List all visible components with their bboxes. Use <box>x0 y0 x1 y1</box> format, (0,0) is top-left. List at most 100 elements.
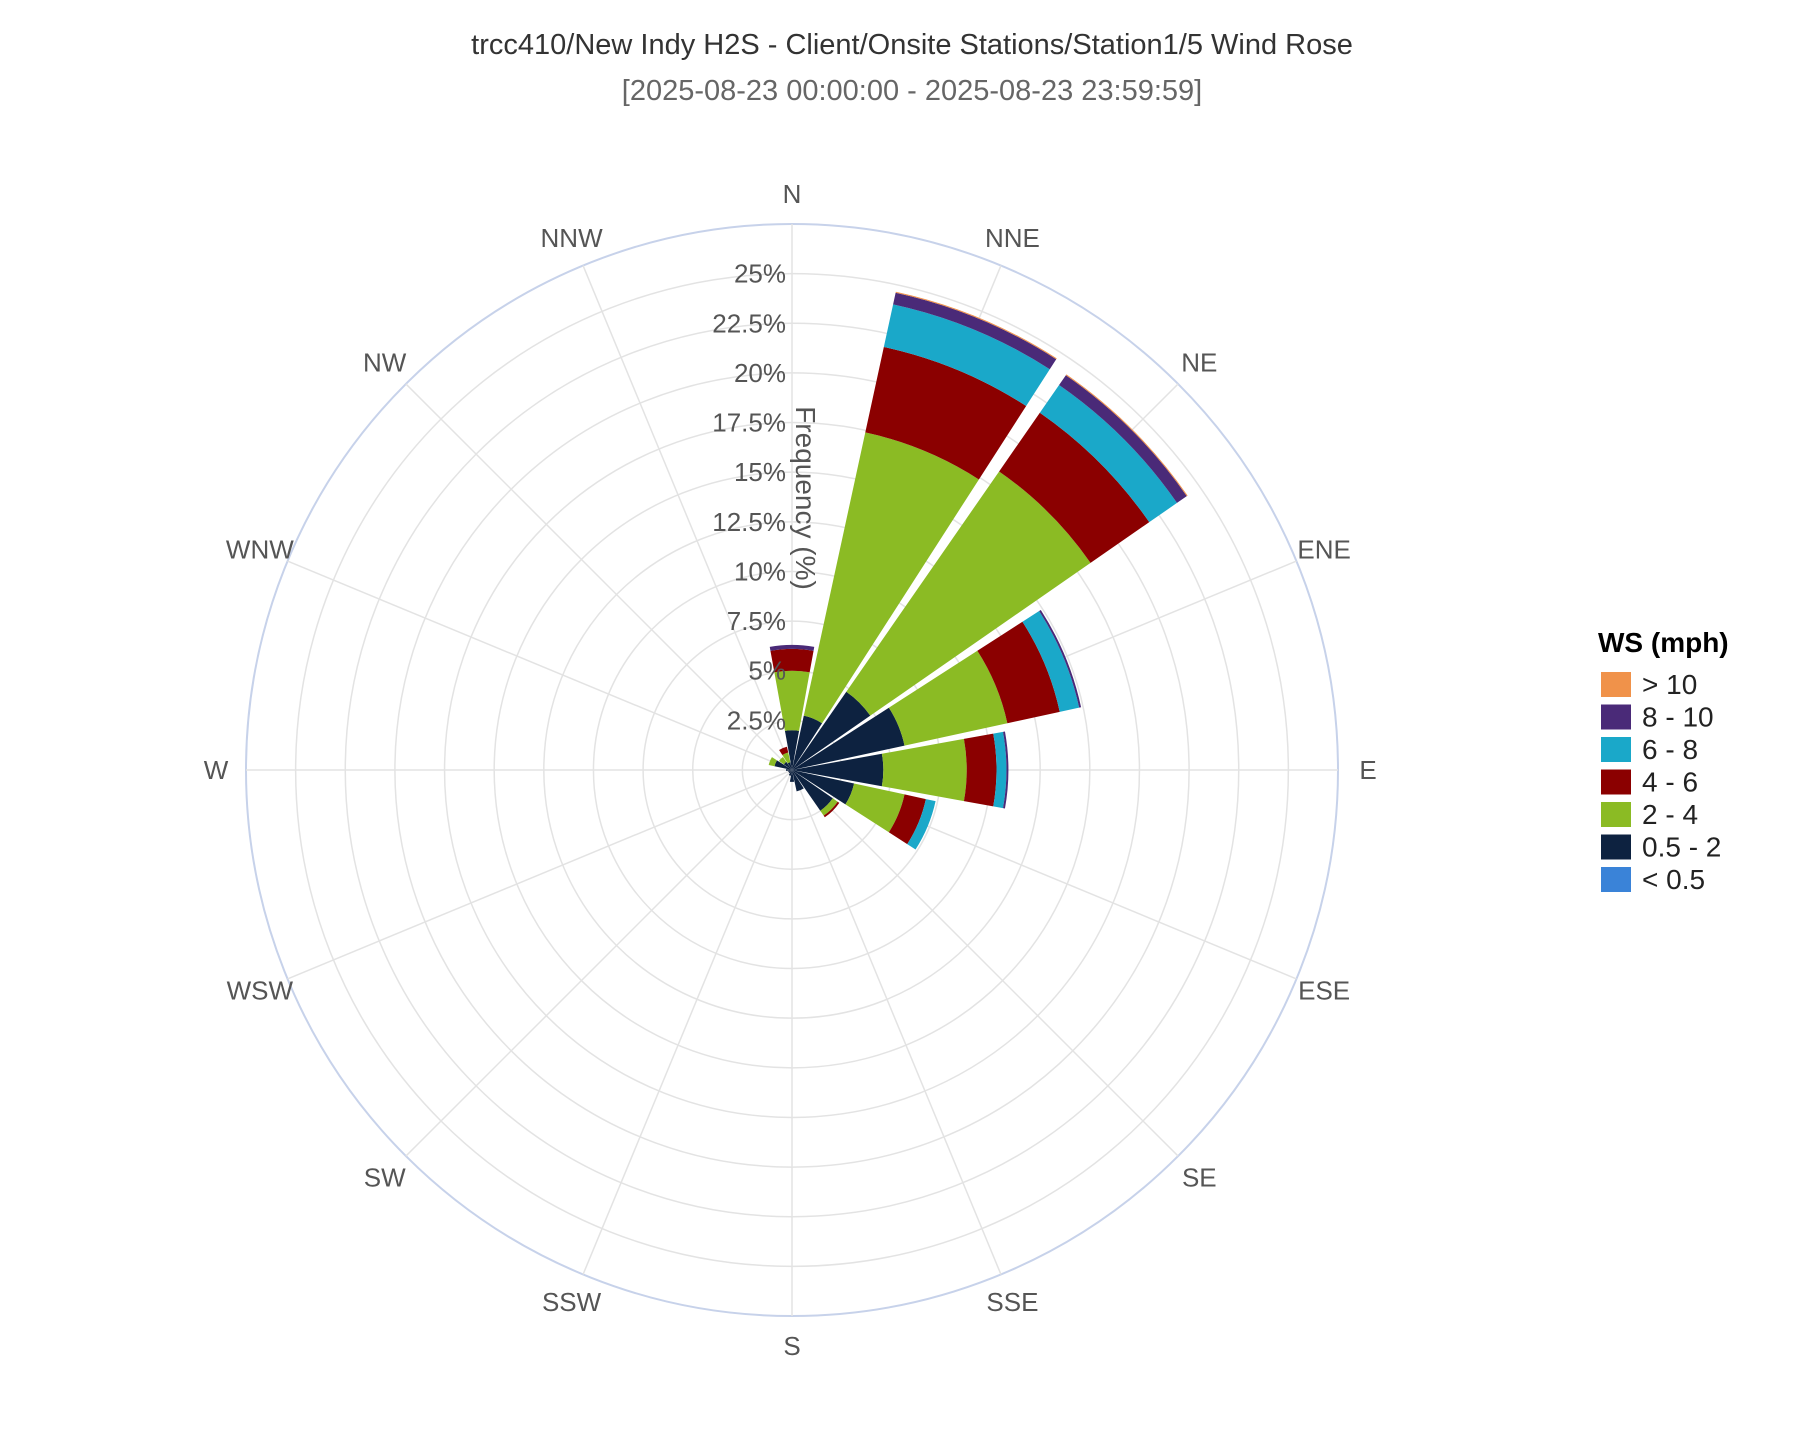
bar-wnw-2-4 <box>768 757 777 767</box>
legend-label-0-5-2: 0.5 - 2 <box>1642 832 1721 863</box>
legend-swatch-0-5 <box>1601 867 1631 892</box>
legend-title: WS (mph) <box>1598 627 1729 658</box>
bar-e-8-10 <box>1003 731 1009 809</box>
direction-label-se: SE <box>1182 1162 1217 1192</box>
bar-ne-6-8 <box>1039 385 1177 523</box>
grid-spoke-wnw <box>287 560 793 771</box>
radial-tick-label: 7.5% <box>727 606 786 636</box>
bar-nne-2-4 <box>803 432 979 724</box>
direction-label-nne: NNE <box>985 223 1040 253</box>
bar-ene-2-4 <box>888 650 1008 746</box>
legend-label-10: > 10 <box>1642 669 1697 700</box>
chart-title: trcc410/New Indy H2S - Client/Onsite Sta… <box>471 29 1353 61</box>
bar-ene-4-6 <box>977 621 1060 724</box>
radial-tick-label: 15% <box>734 457 786 487</box>
direction-label-ene: ENE <box>1297 535 1350 565</box>
bar-se-0-5-2 <box>792 770 833 811</box>
bar-s-0-5-2 <box>789 770 795 782</box>
legend-label-2-4: 2 - 4 <box>1642 799 1698 830</box>
direction-label-e: E <box>1359 755 1376 785</box>
bar-ese-4-6 <box>888 794 926 845</box>
grid-spoke-sse <box>791 769 1002 1275</box>
legend-label-4-6: 4 - 6 <box>1642 767 1698 798</box>
bar-sw-0-5-2 <box>788 770 792 774</box>
legend-swatch-0-5-2 <box>1601 834 1631 860</box>
bar-ese-0-5-2 <box>792 770 855 805</box>
radial-tick-label: 5% <box>748 656 786 686</box>
radial-tick-label: 25% <box>734 259 786 289</box>
direction-label-ssw: SSW <box>542 1287 602 1317</box>
direction-label-s: S <box>783 1331 800 1361</box>
bar-nne-0-5-2 <box>792 715 823 770</box>
grid-spoke-ssw <box>582 769 793 1275</box>
direction-label-sw: SW <box>364 1162 406 1192</box>
bar-nne-4-6 <box>865 347 1027 480</box>
bar-nnw-0-5-2 <box>787 762 792 770</box>
chart-subtitle: [2025-08-23 00:00:00 - 2025-08-23 23:59:… <box>622 75 1202 107</box>
bar-wnw-0-5-2 <box>774 760 792 770</box>
legend-swatch-2-4 <box>1601 802 1631 827</box>
bar-nnw-2-4 <box>782 752 791 764</box>
bar-se-2-4 <box>820 798 838 816</box>
direction-label-wsw: WSW <box>227 975 294 1005</box>
legend: WS (mph) > 108 - 106 - 84 - 62 - 40.5 - … <box>1598 627 1729 895</box>
legend-swatch-8-10 <box>1601 704 1631 730</box>
bar-n-8-10 <box>769 644 815 651</box>
legend-label-0-5: < 0.5 <box>1642 864 1705 895</box>
direction-label-ese: ESE <box>1298 975 1350 1005</box>
radial-tick-label: 20% <box>734 358 786 388</box>
bar-n-4-6 <box>770 648 814 673</box>
bar-sse-0-5-2 <box>792 770 804 792</box>
legend-swatch-10 <box>1601 672 1631 697</box>
bar-nne-6-8 <box>883 304 1050 406</box>
direction-label-sse: SSE <box>986 1287 1038 1317</box>
legend-label-8-10: 8 - 10 <box>1642 702 1714 733</box>
bar-nw-2-4 <box>778 756 787 765</box>
radial-tick-label: 2.5% <box>727 705 786 735</box>
grid-spoke-wsw <box>287 769 793 980</box>
direction-labels: N NNE NE ENE E ESE SE SSE S SSW SW WSW W WNW NW NNW <box>204 179 1377 1361</box>
legend-label-6-8: 6 - 8 <box>1642 734 1698 765</box>
grid-spoke-nnw <box>582 265 793 771</box>
bar-n-2-4 <box>774 670 810 731</box>
direction-label-nnw: NNW <box>541 223 604 253</box>
bar-w-0-5-2 <box>786 768 792 772</box>
bar-n-0-5-2 <box>784 730 800 770</box>
bar-ne-4-6 <box>999 412 1150 563</box>
bar-ne-0-5-2 <box>792 691 871 770</box>
bar-nne-8-10 <box>893 292 1057 370</box>
bar-nnw-4-6 <box>779 746 789 755</box>
bar-ese-6-8 <box>907 799 936 850</box>
radial-tick-labels: 2.5% 5% 7.5% 10% 12.5% 15% 17.5% 20% 22.5% 25% <box>712 259 786 736</box>
radial-axis-title: Frequency (%) <box>790 406 821 590</box>
direction-label-wnw: WNW <box>226 535 294 565</box>
bar-e-0-5-2 <box>792 753 884 787</box>
direction-label-ne: NE <box>1181 348 1217 378</box>
bar-ne-8-10 <box>1059 375 1187 503</box>
bar-ene-6-8 <box>1022 611 1080 712</box>
bar-ne-2-4 <box>846 471 1091 716</box>
direction-label-w: W <box>204 755 229 785</box>
grid-spoke-sw <box>405 769 793 1157</box>
radial-tick-label: 17.5% <box>712 408 786 438</box>
bar-e-6-8 <box>993 731 1007 809</box>
legend-swatch-6-8 <box>1601 737 1631 762</box>
bar-wsw-0-5-2 <box>788 770 792 773</box>
bar-nw-0-5-2 <box>783 761 792 770</box>
radial-tick-label: 22.5% <box>712 308 786 338</box>
grid-spoke-nw <box>405 383 793 771</box>
bar-ene-8-10 <box>1039 609 1082 708</box>
wind-rose-bars <box>768 291 1188 850</box>
radial-tick-label: 10% <box>734 556 786 586</box>
legend-swatch-4-6 <box>1601 769 1631 795</box>
bar-e-2-4 <box>881 738 967 802</box>
bar-ssw-0-5-2 <box>788 770 792 776</box>
direction-label-n: N <box>783 179 802 209</box>
bar-ese-2-4 <box>845 783 905 833</box>
bar-ene-0-5-2 <box>792 707 905 770</box>
grid-spoke-se <box>791 769 1179 1157</box>
bar-e-4-6 <box>963 733 997 807</box>
radial-tick-label: 12.5% <box>712 507 786 537</box>
direction-label-nw: NW <box>363 348 407 378</box>
